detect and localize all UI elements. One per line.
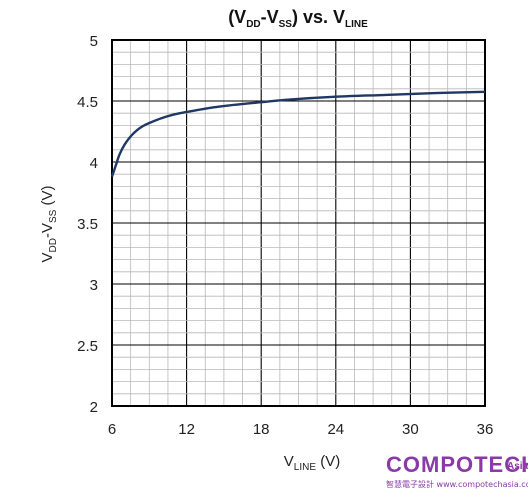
y-tick-label: 4.5: [77, 94, 98, 111]
y-tick-label: 4: [90, 155, 98, 172]
y-tick-label: 2.5: [77, 338, 98, 355]
y-axis-label: VDD-VSS (V): [39, 186, 59, 263]
series-line: [110, 90, 486, 178]
x-tick-label: 18: [253, 421, 270, 438]
watermark-tagline: 智慧電子設計 www.compotechasia.com: [386, 480, 528, 489]
x-tick-label: 24: [327, 421, 344, 438]
plot-frame: [111, 39, 486, 407]
x-tick-labels: 6 12 18 24 30 36: [108, 421, 494, 438]
y-tick-label: 3.5: [77, 216, 98, 233]
compotech-watermark: COMPOTECH Asia 智慧電子設計 www.compotechasia.…: [386, 452, 528, 492]
watermark-region: Asia: [507, 461, 528, 472]
watermark-brand: COMPOTECH: [386, 452, 528, 477]
x-tick-label: 12: [178, 421, 195, 438]
y-tick-label: 5: [90, 33, 98, 50]
x-tick-label: 30: [402, 421, 419, 438]
y-tick-labels: 5 4.5 4 3.5 3 2.5 2: [77, 33, 98, 416]
y-tick-label: 2: [90, 399, 98, 416]
x-axis-label: VLINE (V): [284, 453, 340, 473]
chart-title: (VDD-VSS) vs. VLINE: [228, 7, 368, 30]
y-tick-label: 3: [90, 277, 98, 294]
x-tick-label: 36: [477, 421, 494, 438]
x-tick-label: 6: [108, 421, 116, 438]
grid: [111, 39, 486, 407]
